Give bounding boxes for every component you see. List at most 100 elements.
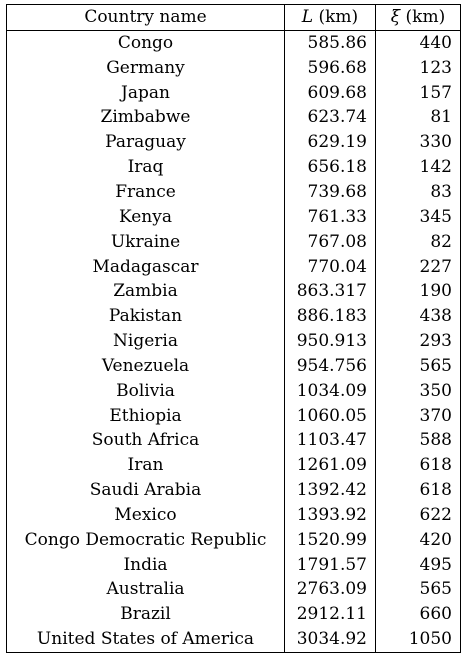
cell-xi-km: 565 <box>375 577 461 603</box>
cell-xi-km: 622 <box>375 503 461 528</box>
cell-xi-km: 438 <box>375 304 461 330</box>
cell-xi-km: 157 <box>375 80 461 106</box>
table-row: France 739.68 83 <box>6 180 461 205</box>
header-length-unit: (km) <box>318 7 359 27</box>
cell-country-name: Kenya <box>6 204 285 230</box>
cell-country-name: France <box>6 180 285 205</box>
cell-country-name: Iran <box>6 453 285 479</box>
table-row: Japan 609.68 157 <box>6 80 461 106</box>
cell-xi-km: 420 <box>375 527 461 553</box>
country-table-container: Country name L (km) ξ (km) Congo 585.86 44… <box>6 4 461 654</box>
table-row: Ethiopia 1060.05 370 <box>6 403 461 429</box>
cell-country-name: Bolivia <box>6 378 285 404</box>
cell-country-name: Pakistan <box>6 304 285 330</box>
table-row: Zimbabwe 623.74 81 <box>6 105 461 131</box>
cell-length-km: 596.68 <box>284 55 376 81</box>
cell-country-name: Brazil <box>6 602 285 628</box>
table-row: Pakistan 886.183 438 <box>6 304 461 330</box>
cell-length-km: 3034.92 <box>284 627 376 654</box>
header-xi-symbol: ξ <box>390 7 401 27</box>
cell-country-name: Nigeria <box>6 329 285 354</box>
header-row: Country name L (km) ξ (km) <box>6 4 461 31</box>
cell-length-km: 761.33 <box>284 204 376 230</box>
cell-country-name: Japan <box>6 80 285 106</box>
cell-length-km: 1520.99 <box>284 527 376 553</box>
cell-country-name: Mexico <box>6 503 285 528</box>
cell-xi-km: 618 <box>375 453 461 479</box>
table-row: Bolivia 1034.09 350 <box>6 378 461 404</box>
cell-country-name: Australia <box>6 577 285 603</box>
cell-xi-km: 370 <box>375 403 461 429</box>
table-row: Iraq 656.18 142 <box>6 155 461 181</box>
cell-length-km: 609.68 <box>284 80 376 106</box>
cell-xi-km: 660 <box>375 602 461 628</box>
cell-length-km: 1261.09 <box>284 453 376 479</box>
cell-xi-km: 190 <box>375 279 461 305</box>
table-body: Congo 585.86 440 Germany 596.68 123 Japan 609.6… <box>6 30 461 654</box>
cell-xi-km: 565 <box>375 353 461 379</box>
cell-length-km: 2912.11 <box>284 602 376 628</box>
cell-xi-km: 495 <box>375 552 461 578</box>
cell-length-km: 656.18 <box>284 155 376 181</box>
cell-country-name: South Africa <box>6 428 285 454</box>
cell-country-name: Zambia <box>6 279 285 305</box>
table-row: Kenya 761.33 345 <box>6 204 461 230</box>
cell-length-km: 767.08 <box>284 229 376 255</box>
cell-xi-km: 123 <box>375 55 461 81</box>
cell-xi-km: 440 <box>375 30 461 56</box>
cell-country-name: United States of America <box>6 627 285 654</box>
table-row: Brazil 2912.11 660 <box>6 602 461 628</box>
cell-country-name: India <box>6 552 285 578</box>
cell-length-km: 950.913 <box>284 329 376 354</box>
cell-length-km: 1034.09 <box>284 378 376 404</box>
table-row: Zambia 863.317 190 <box>6 279 461 305</box>
table-row: Madagascar 770.04 227 <box>6 254 461 280</box>
cell-xi-km: 618 <box>375 478 461 504</box>
header-length-symbol: L <box>301 7 314 27</box>
table-row: Venezuela 954.756 565 <box>6 353 461 379</box>
cell-length-km: 1791.57 <box>284 552 376 578</box>
cell-country-name: Paraguay <box>6 130 285 156</box>
header-xi: ξ (km) <box>375 4 461 31</box>
cell-length-km: 1392.42 <box>284 478 376 504</box>
cell-xi-km: 350 <box>375 378 461 404</box>
cell-length-km: 1103.47 <box>284 428 376 454</box>
cell-country-name: Congo <box>6 30 285 56</box>
cell-xi-km: 83 <box>375 180 461 205</box>
table-row: Paraguay 629.19 330 <box>6 130 461 156</box>
cell-length-km: 863.317 <box>284 279 376 305</box>
cell-length-km: 623.74 <box>284 105 376 131</box>
cell-country-name: Ukraine <box>6 229 285 255</box>
cell-length-km: 629.19 <box>284 130 376 156</box>
table-row: Iran 1261.09 618 <box>6 453 461 479</box>
cell-xi-km: 82 <box>375 229 461 255</box>
country-table: Country name L (km) ξ (km) Congo 585.86 44… <box>6 4 461 654</box>
table-row: India 1791.57 495 <box>6 552 461 578</box>
cell-length-km: 585.86 <box>284 30 376 56</box>
table-row: Congo 585.86 440 <box>6 30 461 56</box>
table-row: Nigeria 950.913 293 <box>6 329 461 354</box>
cell-country-name: Saudi Arabia <box>6 478 285 504</box>
header-country-label: Country name <box>84 7 207 27</box>
cell-length-km: 2763.09 <box>284 577 376 603</box>
cell-xi-km: 142 <box>375 155 461 181</box>
cell-xi-km: 81 <box>375 105 461 131</box>
cell-country-name: Zimbabwe <box>6 105 285 131</box>
cell-country-name: Congo Democratic Republic <box>6 527 285 553</box>
cell-xi-km: 227 <box>375 254 461 280</box>
header-length: L (km) <box>284 4 376 31</box>
cell-country-name: Iraq <box>6 155 285 181</box>
table-row: Mexico 1393.92 622 <box>6 503 461 528</box>
cell-xi-km: 330 <box>375 130 461 156</box>
table-header: Country name L (km) ξ (km) <box>6 4 461 31</box>
table-row: Ukraine 767.08 82 <box>6 229 461 255</box>
cell-length-km: 886.183 <box>284 304 376 330</box>
header-xi-unit: (km) <box>405 7 446 27</box>
header-country-name: Country name <box>6 4 285 31</box>
table-row: Congo Democratic Republic 1520.99 420 <box>6 527 461 553</box>
cell-length-km: 739.68 <box>284 180 376 205</box>
cell-xi-km: 293 <box>375 329 461 354</box>
cell-country-name: Germany <box>6 55 285 81</box>
cell-length-km: 954.756 <box>284 353 376 379</box>
cell-length-km: 1393.92 <box>284 503 376 528</box>
